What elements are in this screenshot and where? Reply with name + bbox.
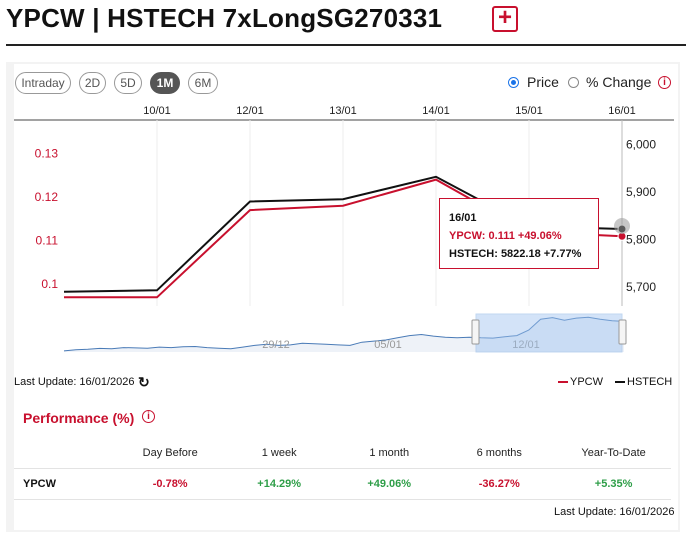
cell-1-month: +49.06%: [336, 468, 443, 500]
range-button-5d[interactable]: 5D: [114, 72, 142, 94]
cell-day-before: -0.78%: [118, 468, 223, 500]
x-tick-label: 10/01: [143, 105, 171, 117]
range-button-2d[interactable]: 2D: [79, 72, 106, 94]
x-tick-label: 14/01: [422, 105, 450, 117]
right-tick-label: 5,900: [626, 185, 656, 199]
price-radio[interactable]: [508, 77, 519, 88]
right-axis-ticks: 6,000 5,900 5,800 5,700: [626, 138, 656, 294]
chart-tooltip: 16/01 YPCW: 0.111 +49.06% HSTECH: 5822.1…: [439, 198, 599, 269]
left-tick-label: 0.12: [35, 190, 59, 204]
chart-last-update: Last Update: 16/01/2026: [14, 376, 135, 388]
column-header: Year-To-Date: [556, 438, 671, 469]
header-divider: [6, 44, 686, 46]
table-header-row: Day Before 1 week 1 month 6 months Year-…: [14, 438, 671, 469]
price-radio-label: Price: [527, 74, 559, 90]
navigator-selection: [475, 313, 623, 353]
performance-table: Day Before 1 week 1 month 6 months Year-…: [14, 438, 671, 500]
performance-info-icon[interactable]: i: [142, 410, 155, 423]
left-tick-label: 0.1: [41, 277, 58, 291]
hover-marker: [614, 218, 630, 234]
right-tick-label: 5,700: [626, 280, 656, 294]
plus-icon: +: [497, 4, 512, 31]
range-button-intraday[interactable]: Intraday: [15, 72, 71, 94]
column-header: [14, 438, 119, 469]
legend-label-hstech: HSTECH: [627, 376, 673, 388]
column-header: 1 month: [336, 438, 443, 469]
cell-1-week: +14.29%: [222, 468, 337, 500]
change-radio[interactable]: [568, 77, 579, 88]
navigator-tick-label: 05/01: [374, 339, 402, 351]
x-axis-ticks: 10/01 12/01 13/01 14/01 15/01 16/01: [143, 105, 636, 117]
x-tick-label: 13/01: [329, 105, 357, 117]
table-row: YPCW -0.78% +14.29% +49.06% -36.27% +5.3…: [14, 468, 671, 500]
navigator-tick-label: 12/01: [512, 339, 540, 351]
refresh-icon[interactable]: ↻: [138, 374, 150, 390]
page-title: YPCW | HSTECH 7xLongSG270331: [6, 3, 443, 33]
navigator-handle-left: [471, 319, 480, 345]
range-button-6m[interactable]: 6M: [188, 72, 218, 94]
row-name: YPCW: [14, 468, 119, 500]
x-tick-label: 16/01: [608, 105, 636, 117]
chart-grid: [14, 96, 674, 306]
performance-last-update: Last Update: 16/01/2026: [554, 506, 675, 518]
tooltip-hstech: HSTECH: 5822.18 +7.77%: [449, 248, 582, 260]
tooltip-ypcw: YPCW: 0.111 +49.06%: [449, 230, 562, 242]
right-tick-label: 6,000: [626, 138, 656, 152]
left-axis-ticks: 0.13 0.12 0.11 0.1: [35, 146, 59, 291]
navigator-handle-right: [618, 319, 627, 345]
x-tick-label: 12/01: [236, 105, 264, 117]
navigator-line: [63, 316, 625, 352]
navigator-tick-label: 29/12: [262, 339, 290, 351]
performance-title: Performance (%): [23, 410, 135, 426]
x-tick-label: 15/01: [515, 105, 543, 117]
column-header: 6 months: [442, 438, 557, 469]
info-icon[interactable]: i: [658, 76, 671, 89]
cell-ytd: +5.35%: [556, 468, 671, 500]
legend-label-ypcw: YPCW: [570, 376, 603, 388]
left-tick-label: 0.13: [35, 146, 59, 160]
legend-swatch-ypcw: [558, 381, 568, 383]
tooltip-date: 16/01: [449, 212, 477, 224]
column-header: Day Before: [118, 438, 223, 469]
x-axis-band: [14, 96, 674, 120]
legend-swatch-hstech: [615, 381, 625, 383]
left-tick-label: 0.11: [36, 234, 59, 248]
range-navigator: 29/12 05/01 12/01: [63, 313, 627, 353]
change-radio-label: % Change: [586, 74, 652, 90]
add-to-watchlist-button[interactable]: +: [492, 6, 518, 32]
cell-6-months: -36.27%: [442, 468, 557, 500]
column-header: 1 week: [222, 438, 337, 469]
range-button-1m[interactable]: 1M: [150, 72, 180, 94]
right-tick-label: 5,800: [626, 233, 656, 247]
price-chart[interactable]: 10/01 12/01 13/01 14/01 15/01 16/01 0.130.120…: [14, 96, 674, 358]
navigator-area: [64, 317, 624, 352]
